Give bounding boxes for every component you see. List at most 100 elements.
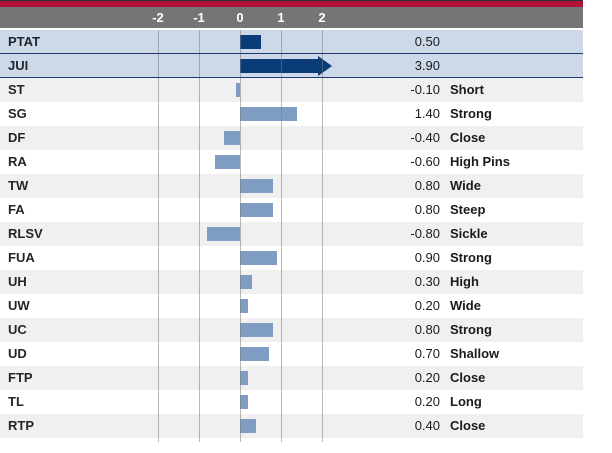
gridline: [322, 30, 323, 53]
chart-row-fua[interactable]: FUA 0.90 Strong: [0, 246, 583, 270]
gridline: [322, 366, 323, 390]
axis-header: -2 -1 0 1 2: [0, 7, 583, 28]
row-bar: [240, 275, 252, 289]
gridline: [240, 390, 241, 414]
gridline: [281, 30, 282, 53]
row-bar-track: [133, 150, 340, 174]
gridline: [240, 174, 241, 198]
header-gap: [0, 28, 583, 30]
row-descriptor: Strong: [450, 250, 492, 265]
gridline: [281, 150, 282, 174]
gridline: [199, 150, 200, 174]
row-value: 0.40: [414, 418, 440, 433]
chart-row-tl[interactable]: TL 0.20 Long: [0, 390, 583, 414]
gridline: [158, 366, 159, 390]
gridline: [158, 246, 159, 270]
row-bar: [207, 227, 240, 241]
row-bar-track: [133, 198, 340, 222]
row-bar-track: [133, 78, 340, 102]
row-descriptor: Short: [450, 82, 484, 97]
row-label: RA: [8, 154, 27, 169]
gridline: [158, 270, 159, 294]
chart-row-uh[interactable]: UH 0.30 High: [0, 270, 583, 294]
axis-tick-label: -1: [193, 10, 205, 25]
gridline: [158, 30, 159, 53]
row-descriptor: Steep: [450, 202, 486, 217]
gridline: [322, 294, 323, 318]
chart-row-jui[interactable]: JUI 3.90: [0, 54, 583, 78]
gridline: [158, 342, 159, 366]
row-value: 0.80: [414, 322, 440, 337]
gridline: [240, 102, 241, 126]
row-bar-track: [133, 318, 340, 342]
row-bar-track: [133, 174, 340, 198]
row-bar-track: [133, 414, 340, 438]
gridline: [240, 366, 241, 390]
row-value: 0.80: [414, 202, 440, 217]
gridline: [281, 54, 282, 77]
gridline: [240, 438, 241, 442]
chart-row-rlsv[interactable]: RLSV -0.80 Sickle: [0, 222, 583, 246]
gridline: [281, 318, 282, 342]
row-label: UW: [8, 298, 30, 313]
chart-row-ftp[interactable]: FTP 0.20 Close: [0, 366, 583, 390]
chart-row-ud[interactable]: UD 0.70 Shallow: [0, 342, 583, 366]
row-label: FA: [8, 202, 25, 217]
row-label: UH: [8, 274, 27, 289]
chart-row-uw[interactable]: UW 0.20 Wide: [0, 294, 583, 318]
row-label: UC: [8, 322, 27, 337]
chart-row-uc[interactable]: UC 0.80 Strong: [0, 318, 583, 342]
gridline: [322, 150, 323, 174]
gridline: [199, 174, 200, 198]
row-bar: [240, 371, 248, 385]
row-label: UD: [8, 346, 27, 361]
chart-row-sg[interactable]: SG 1.40 Strong: [0, 102, 583, 126]
gridline: [199, 270, 200, 294]
row-descriptor: [440, 54, 583, 77]
row-descriptor: Strong: [450, 322, 492, 337]
gridline: [240, 246, 241, 270]
gridline: [199, 102, 200, 126]
row-descriptor: Strong: [450, 106, 492, 121]
chart-row-fa[interactable]: FA 0.80 Steep: [0, 198, 583, 222]
gridline: [240, 414, 241, 438]
row-bar: [240, 179, 273, 193]
row-bar: [240, 107, 297, 121]
row-label: DF: [8, 130, 26, 145]
row-descriptor: High: [450, 274, 479, 289]
chart-row-ra[interactable]: RA -0.60 High Pins: [0, 150, 583, 174]
gridline: [158, 150, 159, 174]
gridline: [199, 54, 200, 77]
chart-row-df[interactable]: DF -0.40 Close: [0, 126, 583, 150]
chart-row-rtp[interactable]: RTP 0.40 Close: [0, 414, 583, 438]
row-bar: [215, 155, 240, 169]
axis-tick-label: -2: [152, 10, 164, 25]
chart-row-st[interactable]: ST -0.10 Short: [0, 78, 583, 102]
chart-row-ptat[interactable]: PTAT 0.50: [0, 30, 583, 54]
gridline: [322, 174, 323, 198]
row-value: 0.90: [414, 250, 440, 265]
gridline: [199, 198, 200, 222]
row-descriptor: Close: [450, 370, 486, 385]
gridline: [322, 102, 323, 126]
gridline: [199, 438, 200, 442]
row-value: -0.80: [410, 226, 440, 241]
row-bar: [240, 35, 261, 49]
chart-row-tw[interactable]: TW 0.80 Wide: [0, 174, 583, 198]
gridline: [199, 246, 200, 270]
gridline: [199, 318, 200, 342]
row-label: ST: [8, 82, 25, 97]
gridline: [281, 342, 282, 366]
gridline: [240, 78, 241, 102]
row-value: 0.80: [414, 178, 440, 193]
row-descriptor: Close: [450, 130, 486, 145]
row-bar-track: [133, 246, 340, 270]
gridline: [281, 438, 282, 442]
gridline: [199, 30, 200, 53]
chart-rows: PTAT 0.50 JUI 3.90 ST -0.10 Short SG 1.40 Strong D…: [0, 30, 583, 438]
gridline: [281, 414, 282, 438]
gridline: [158, 54, 159, 77]
gridline: [158, 414, 159, 438]
row-value: 1.40: [414, 106, 440, 121]
row-descriptor: Wide: [450, 178, 481, 193]
